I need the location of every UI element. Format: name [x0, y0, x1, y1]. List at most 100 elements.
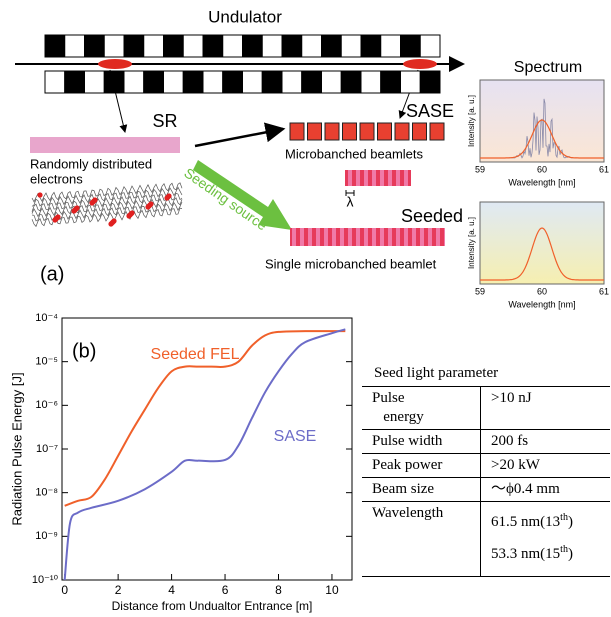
- magnet: [123, 34, 145, 58]
- label: Randomly distributed: [30, 156, 152, 171]
- microbunch: [359, 122, 375, 141]
- label: Seeded: [401, 206, 463, 226]
- y-tick-label: 10⁻⁶: [35, 399, 58, 411]
- magnet: [360, 34, 382, 58]
- panel-label: (a): [40, 263, 64, 285]
- magnet: [103, 70, 125, 94]
- bunch: [403, 59, 437, 69]
- y-tick-label: 10⁻⁵: [35, 356, 58, 368]
- magnet: [321, 34, 342, 58]
- label: SASE: [406, 101, 454, 121]
- x-tick-label: 8: [275, 583, 282, 597]
- label: Seeding source: [181, 164, 270, 233]
- magnet: [44, 34, 66, 58]
- magnet: [163, 70, 184, 94]
- series-line: [64, 330, 346, 507]
- inset-ylabel: Intensity [a. u.]: [467, 217, 476, 269]
- electron: [164, 195, 170, 201]
- magnet: [123, 70, 145, 94]
- cell: ～ϕ0.4 mm: [480, 477, 610, 502]
- magnet: [84, 34, 105, 58]
- series-line: [63, 328, 346, 581]
- magnet: [242, 34, 263, 58]
- y-axis-label: Radiation Pulse Energy [J]: [9, 372, 24, 525]
- electron-bar: [30, 137, 180, 153]
- cell-text: 53.3 nm(15: [491, 546, 561, 562]
- label: electrons: [30, 171, 83, 186]
- magnet: [360, 70, 382, 94]
- magnet: [202, 34, 224, 58]
- panel-label: (b): [72, 340, 96, 362]
- magnet: [222, 70, 243, 94]
- cell-text: th: [560, 512, 568, 523]
- microbunch: [289, 122, 305, 141]
- inset-xlabel: Wavelength [nm]: [508, 299, 575, 309]
- cell: 61.5 nm(13th) 53.3 nm(15th): [480, 501, 610, 577]
- inset-frame: [479, 201, 605, 285]
- x-tick-label: 2: [115, 583, 122, 597]
- cell-text: energy: [383, 409, 424, 425]
- cell: Peak power: [362, 453, 481, 478]
- cell: Pulse energy: [362, 386, 481, 430]
- microbunch: [342, 122, 357, 141]
- label: Microbanched beamlets: [285, 146, 424, 161]
- magnet: [182, 70, 204, 94]
- electron: [52, 217, 58, 223]
- electron: [126, 213, 132, 219]
- magnet: [242, 70, 263, 94]
- cell-text: ): [567, 546, 573, 562]
- electron: [108, 221, 114, 227]
- magnet: [321, 70, 342, 94]
- magnet: [261, 70, 283, 94]
- electron-wave: [31, 186, 183, 207]
- magnet: [202, 70, 224, 94]
- microbunch: [307, 122, 322, 141]
- label: SR: [152, 111, 177, 131]
- magnet: [301, 34, 322, 58]
- electron-wave: [31, 197, 183, 218]
- seed-arrow: [193, 160, 292, 230]
- inset-tick: 61: [599, 286, 609, 296]
- y-tick-label: 10⁻⁴: [35, 312, 58, 324]
- magnet: [261, 34, 283, 58]
- magnet: [143, 34, 164, 58]
- electron: [145, 204, 151, 210]
- bunch: [98, 59, 132, 69]
- table-title: Seed light parameter: [374, 365, 499, 381]
- magnet: [380, 34, 401, 58]
- label: Single microbanched beamlet: [265, 256, 437, 271]
- x-axis-label: Distance from Undualtor Entrance [m]: [112, 599, 313, 613]
- electron-wave: [31, 192, 183, 212]
- beamlet: [290, 228, 445, 246]
- series-label: Seeded FEL: [151, 346, 240, 363]
- magnet: [419, 70, 441, 94]
- magnet: [44, 70, 66, 94]
- inset-tick: 61: [599, 164, 609, 174]
- inset-tick: 59: [475, 164, 485, 174]
- x-tick-label: 6: [222, 583, 229, 597]
- inset-tick: 59: [475, 286, 485, 296]
- label: λ: [347, 194, 354, 210]
- cell: >10 nJ: [480, 386, 610, 430]
- magnet: [64, 34, 85, 58]
- electron: [89, 200, 95, 206]
- electron-wave: [31, 201, 183, 222]
- arrow: [194, 122, 286, 148]
- x-tick-label: 4: [168, 583, 175, 597]
- magnet: [103, 34, 125, 58]
- inset-tick: 60: [537, 164, 547, 174]
- magnet: [419, 34, 441, 58]
- inset-curve: [480, 227, 604, 281]
- label: Spectrum: [514, 59, 582, 76]
- cell-text: Pulse: [372, 390, 405, 406]
- inset-ylabel: Intensity [a. u.]: [467, 95, 476, 147]
- series-label: SASE: [274, 428, 317, 445]
- inset-curve: [480, 119, 604, 159]
- y-tick-label: 10⁻⁹: [35, 530, 58, 542]
- magnet: [380, 70, 401, 94]
- magnet: [163, 34, 184, 58]
- microbunch: [429, 122, 445, 141]
- cell: 200 fs: [480, 429, 610, 454]
- cell: Pulse width: [362, 429, 481, 454]
